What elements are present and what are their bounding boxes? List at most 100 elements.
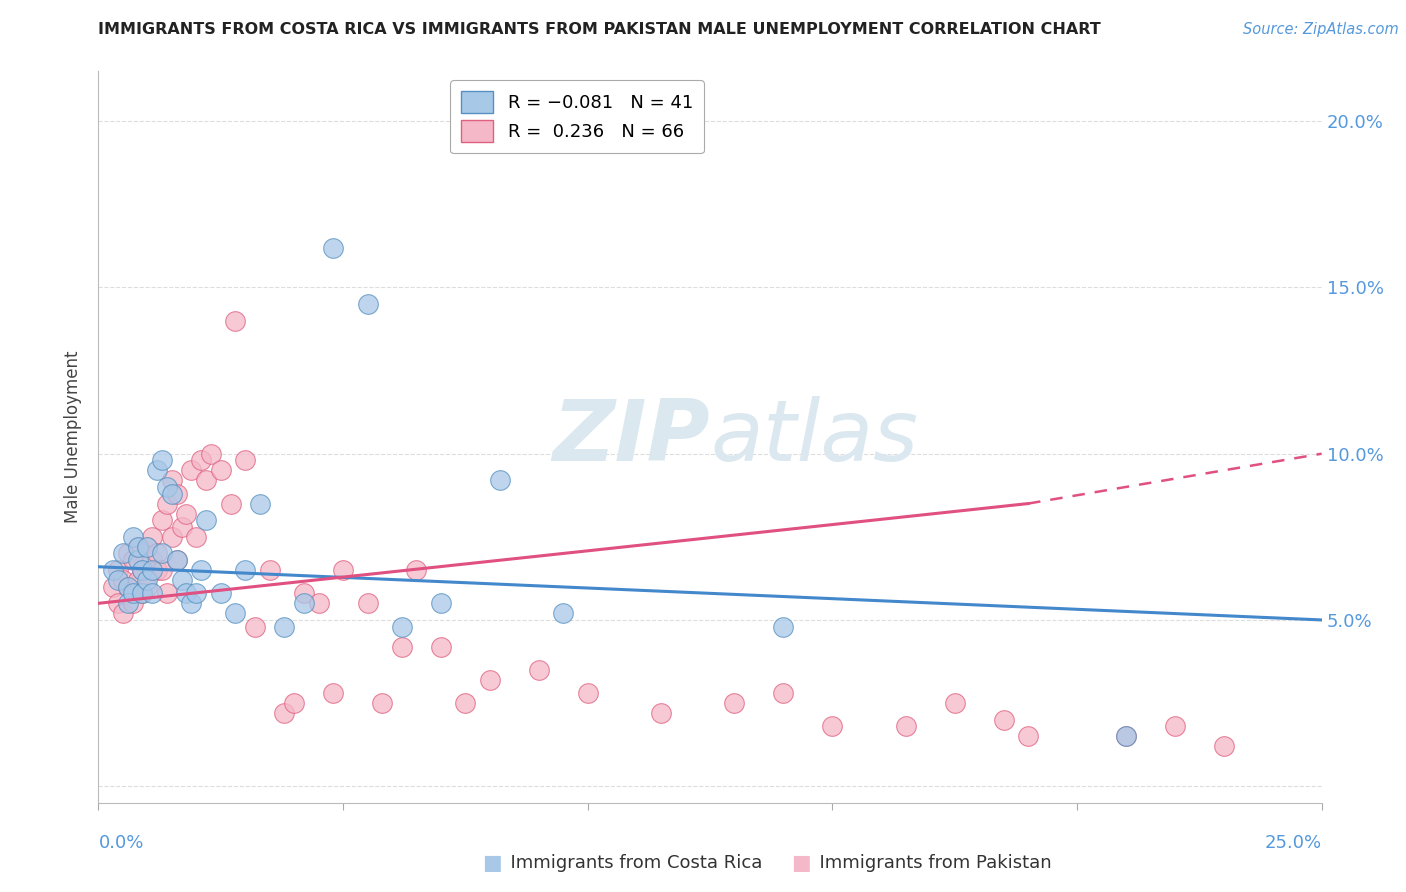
Point: [1212, 739, 1234, 754]
Text: IMMIGRANTS FROM COSTA RICA VS IMMIGRANTS FROM PAKISTAN MALE UNEMPLOYMENT CORRELA: IMMIGRANTS FROM COSTA RICA VS IMMIGRANTS…: [98, 22, 1101, 37]
Point: [166, 553, 188, 567]
Point: [160, 486, 183, 500]
Point: [195, 473, 218, 487]
Point: [322, 241, 344, 255]
Point: [107, 563, 129, 577]
Point: [209, 463, 232, 477]
Point: [141, 553, 163, 567]
Point: [107, 573, 129, 587]
Point: [101, 580, 124, 594]
Point: [121, 530, 143, 544]
Point: [478, 673, 501, 687]
Point: [356, 596, 378, 610]
Point: [356, 297, 378, 311]
Point: [180, 596, 202, 610]
Point: [243, 619, 266, 633]
Point: [156, 586, 179, 600]
Point: [150, 453, 173, 467]
Point: [136, 573, 159, 587]
Point: [233, 453, 256, 467]
Point: [322, 686, 344, 700]
Text: Immigrants from Pakistan: Immigrants from Pakistan: [808, 855, 1052, 872]
Point: [200, 447, 222, 461]
Text: ■: ■: [482, 854, 502, 873]
Point: [993, 713, 1015, 727]
Point: [190, 453, 212, 467]
Point: [1115, 729, 1137, 743]
Point: [156, 480, 179, 494]
Point: [1164, 719, 1187, 733]
Point: [273, 706, 295, 720]
Point: [943, 696, 966, 710]
Point: [111, 546, 134, 560]
Point: [170, 520, 193, 534]
Text: 0.0%: 0.0%: [98, 834, 143, 852]
Point: [405, 563, 427, 577]
Point: [430, 640, 453, 654]
Point: [136, 540, 159, 554]
Point: [233, 563, 256, 577]
Text: Source: ZipAtlas.com: Source: ZipAtlas.com: [1243, 22, 1399, 37]
Point: [160, 473, 183, 487]
Point: [121, 596, 143, 610]
Point: [772, 619, 794, 633]
Point: [186, 530, 208, 544]
Point: [292, 586, 315, 600]
Text: atlas: atlas: [710, 395, 918, 479]
Point: [209, 586, 232, 600]
Point: [180, 463, 202, 477]
Point: [391, 619, 413, 633]
Point: [650, 706, 672, 720]
Point: [127, 540, 149, 554]
Point: [1115, 729, 1137, 743]
Point: [176, 507, 198, 521]
Point: [576, 686, 599, 700]
Point: [150, 563, 173, 577]
Point: [136, 540, 159, 554]
Point: [894, 719, 917, 733]
Point: [141, 563, 163, 577]
Point: [101, 563, 124, 577]
Point: [117, 546, 139, 560]
Text: ■: ■: [792, 854, 811, 873]
Point: [371, 696, 394, 710]
Point: [156, 497, 179, 511]
Point: [176, 586, 198, 600]
Point: [219, 497, 242, 511]
Text: 25.0%: 25.0%: [1264, 834, 1322, 852]
Point: [166, 486, 188, 500]
Point: [146, 563, 169, 577]
Point: [259, 563, 281, 577]
Point: [292, 596, 315, 610]
Point: [170, 573, 193, 587]
Point: [195, 513, 218, 527]
Point: [117, 580, 139, 594]
Point: [332, 563, 354, 577]
Point: [150, 513, 173, 527]
Point: [146, 463, 169, 477]
Point: [150, 546, 173, 560]
Point: [186, 586, 208, 600]
Point: [273, 619, 295, 633]
Point: [131, 586, 153, 600]
Point: [723, 696, 745, 710]
Point: [141, 530, 163, 544]
Point: [772, 686, 794, 700]
Y-axis label: Male Unemployment: Male Unemployment: [65, 351, 83, 524]
Point: [121, 553, 143, 567]
Point: [131, 563, 153, 577]
Point: [127, 553, 149, 567]
Point: [117, 596, 139, 610]
Point: [308, 596, 330, 610]
Point: [553, 607, 575, 621]
Point: [131, 586, 153, 600]
Point: [454, 696, 477, 710]
Point: [136, 580, 159, 594]
Text: ZIP: ZIP: [553, 395, 710, 479]
Point: [127, 540, 149, 554]
Point: [107, 596, 129, 610]
Point: [166, 553, 188, 567]
Point: [127, 573, 149, 587]
Point: [131, 563, 153, 577]
Point: [224, 314, 246, 328]
